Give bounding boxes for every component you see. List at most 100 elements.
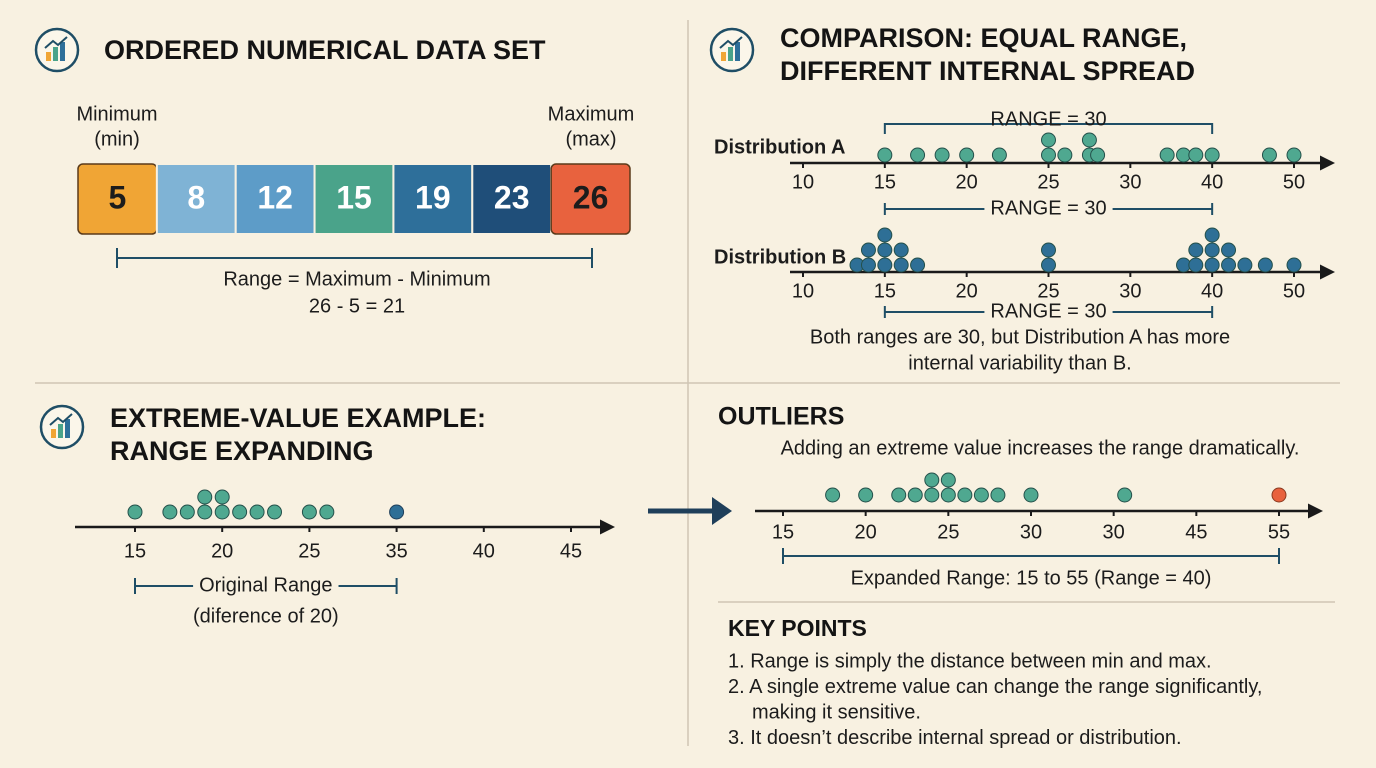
value-label: 8 <box>187 179 205 215</box>
value-box <box>313 163 395 235</box>
dot <box>1023 487 1039 503</box>
tick-label: 25 <box>1037 280 1059 302</box>
dot <box>249 504 265 520</box>
dot <box>214 504 230 520</box>
label: Minimum <box>76 103 157 125</box>
dot <box>1117 487 1133 503</box>
dot <box>910 257 926 273</box>
label: Distribution B <box>714 246 846 268</box>
dot <box>1041 242 1056 258</box>
dot <box>197 504 213 520</box>
key-point: 2. A single extreme value can change the… <box>728 676 1262 698</box>
dot <box>197 489 213 505</box>
dot <box>1204 242 1220 258</box>
outlier-dot <box>1271 487 1287 503</box>
value-box <box>471 163 553 235</box>
label: (max) <box>565 128 616 150</box>
tick-label: 20 <box>211 540 233 562</box>
range-label: RANGE = 30 <box>990 300 1106 322</box>
formula: 26 - 5 = 21 <box>309 295 405 317</box>
tick-label: 20 <box>956 171 978 193</box>
bracket <box>116 248 593 268</box>
value-box <box>392 163 474 235</box>
range-label: RANGE = 30 <box>990 197 1106 219</box>
dot <box>1081 132 1097 148</box>
dot <box>1041 257 1056 273</box>
formula: Range = Maximum - Minimum <box>223 268 490 290</box>
dot <box>877 147 893 163</box>
value-label: 12 <box>257 179 293 215</box>
dot <box>1221 257 1237 273</box>
tick-label: 15 <box>124 540 146 562</box>
title: OUTLIERS <box>718 403 844 431</box>
value-label: 26 <box>573 179 609 215</box>
key-point: 3. It doesn’t describe internal spread o… <box>728 727 1182 749</box>
dot <box>1159 147 1175 163</box>
note: Both ranges are 30, but Distribution A h… <box>810 326 1230 348</box>
value-label: 5 <box>109 179 127 215</box>
label-bg <box>984 198 1113 220</box>
dot <box>162 504 178 520</box>
dot <box>924 487 940 503</box>
tick-label: 15 <box>772 521 794 543</box>
tick-label: 10 <box>792 280 814 302</box>
tick-label: 30 <box>1103 521 1125 543</box>
tick-label: 35 <box>385 540 407 562</box>
dot <box>860 257 876 273</box>
dot <box>232 504 248 520</box>
label-bg <box>984 301 1113 323</box>
title: RANGE EXPANDING <box>110 436 374 466</box>
tick-label: 15 <box>874 280 896 302</box>
dot <box>1257 257 1273 273</box>
dot <box>1221 242 1237 258</box>
dot <box>907 487 923 503</box>
dot <box>877 242 893 258</box>
range-note: (diference of 20) <box>193 605 339 627</box>
dot <box>1237 257 1253 273</box>
icon <box>709 27 755 73</box>
dot <box>179 504 195 520</box>
range-label: Original Range <box>199 574 332 596</box>
tick-label: 20 <box>956 280 978 302</box>
tick-label: 45 <box>560 540 582 562</box>
bracket <box>782 548 1280 564</box>
dot <box>973 487 989 503</box>
key-point: making it sensitive. <box>752 701 921 723</box>
dot <box>267 504 283 520</box>
icon <box>34 27 80 73</box>
subtitle: Adding an extreme value increases the ra… <box>781 437 1300 459</box>
dot <box>1041 132 1056 148</box>
note: internal variability than B. <box>908 352 1131 374</box>
dot <box>1286 257 1302 273</box>
dot <box>891 487 907 503</box>
dot <box>877 227 893 243</box>
dot <box>990 487 1006 503</box>
title: KEY POINTS <box>728 615 867 641</box>
icon <box>39 404 85 450</box>
dot <box>1204 257 1220 273</box>
dot <box>127 504 143 520</box>
dot <box>1204 227 1220 243</box>
title: DIFFERENT INTERNAL SPREAD <box>780 56 1195 86</box>
dot <box>1188 257 1204 273</box>
tick-label: 55 <box>1268 521 1290 543</box>
title: ORDERED NUMERICAL DATA SET <box>104 35 546 65</box>
dot <box>957 487 973 503</box>
tick-label: 30 <box>1119 171 1141 193</box>
label-bg <box>193 575 339 597</box>
arrow <box>712 497 732 525</box>
tick-label: 15 <box>874 171 896 193</box>
dot <box>991 147 1007 163</box>
dot <box>1188 147 1204 163</box>
dot <box>893 242 909 258</box>
tick-label: 45 <box>1185 521 1207 543</box>
dot <box>910 147 926 163</box>
range-label: Expanded Range: 15 to 55 (Range = 40) <box>851 567 1212 589</box>
label: Distribution A <box>714 136 845 158</box>
dot <box>1057 147 1073 163</box>
tick-label: 40 <box>473 540 495 562</box>
tick-label: 50 <box>1283 280 1305 302</box>
extreme-dot <box>389 504 405 520</box>
value-box <box>155 163 237 235</box>
